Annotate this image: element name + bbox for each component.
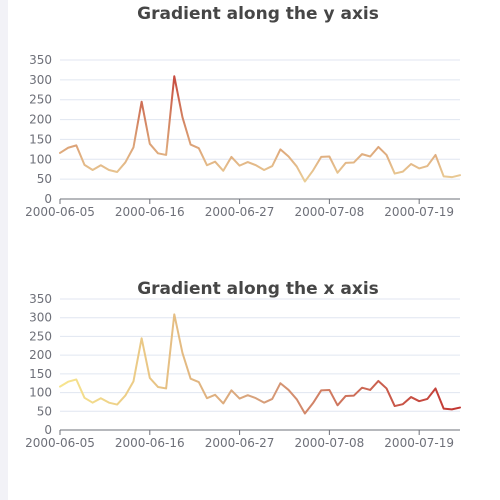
x-tick-label: 2000-07-19 <box>384 436 454 450</box>
x-tick-label: 2000-06-05 <box>25 205 95 219</box>
y-tick-label: 350 <box>29 53 52 67</box>
x-tick-label: 2000-06-05 <box>25 436 95 450</box>
y-tick-label: 150 <box>29 132 52 146</box>
x-tick-label: 2000-07-19 <box>384 205 454 219</box>
y-tick-label: 200 <box>29 113 52 127</box>
y-tick-label: 300 <box>29 311 52 325</box>
x-tick-label: 2000-06-16 <box>115 205 185 219</box>
y-tick-label: 0 <box>44 192 52 206</box>
y-tick-label: 350 <box>29 292 52 306</box>
series-line <box>59 313 461 415</box>
y-tick-label: 100 <box>29 152 52 166</box>
y-tick-label: 0 <box>44 423 52 437</box>
charts-canvas: Gradient along the y axis 0 50 100 150 200 25… <box>25 4 461 450</box>
chart-panel: Gradient along the y axis 0 50 100 150 200 25… <box>8 0 500 500</box>
series-line <box>59 75 461 183</box>
y-tick-label: 200 <box>29 348 52 362</box>
y-tick-label: 100 <box>29 386 52 400</box>
x-tick-label: 2000-07-08 <box>295 436 365 450</box>
x-tick-label: 2000-06-16 <box>115 436 185 450</box>
y-tick-label: 300 <box>29 73 52 87</box>
x-tick-label: 2000-06-27 <box>205 436 275 450</box>
x-tick-label: 2000-07-08 <box>295 205 365 219</box>
y-tick-label: 50 <box>37 172 52 186</box>
chart-title-y-gradient: Gradient along the y axis <box>137 4 379 24</box>
chart-title-x-gradient: Gradient along the x axis <box>137 279 379 299</box>
chart-y-gradient: 0 50 100 150 200 250 300 350 2000-06-05 2000-06-1… <box>25 53 461 219</box>
y-tick-label: 150 <box>29 367 52 381</box>
x-tick-label: 2000-06-27 <box>205 205 275 219</box>
chart-x-gradient: 0 50 100 150 200 250 300 350 2000-06-05 2000-06-1… <box>25 292 461 450</box>
y-tick-label: 250 <box>29 93 52 107</box>
y-tick-label: 50 <box>37 404 52 418</box>
y-tick-label: 250 <box>29 329 52 343</box>
